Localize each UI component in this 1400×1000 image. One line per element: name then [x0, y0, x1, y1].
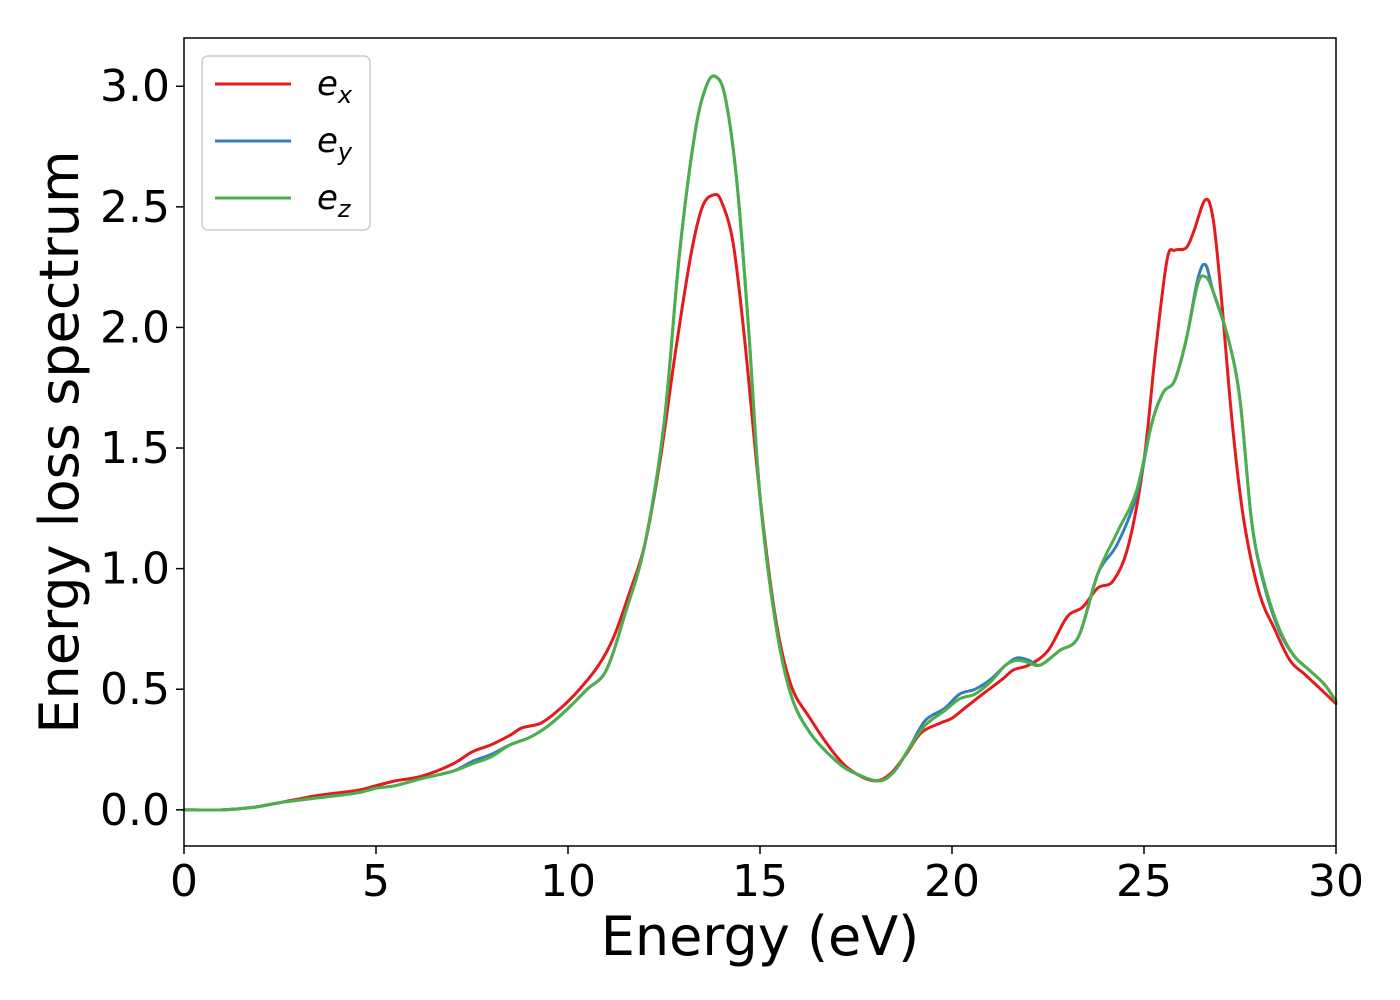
x-tick-label: 0 [170, 856, 198, 907]
x-tick-label: 5 [362, 856, 390, 907]
x-tick-label: 20 [924, 856, 980, 907]
y-tick-label: 2.5 [100, 182, 170, 233]
legend-label-base: e [317, 178, 338, 218]
legend-box [201, 55, 371, 231]
x-tick-label: 30 [1308, 856, 1364, 907]
y-axis-label: Energy loss spectrum [28, 150, 91, 733]
legend-label-ex: ex [317, 64, 353, 109]
series-layer [182, 74, 1338, 812]
legend-label-ez: ez [317, 178, 352, 223]
legend-label-base: e [317, 64, 338, 104]
x-tick-label: 25 [1116, 856, 1172, 907]
y-tick-label: 1.0 [100, 544, 170, 595]
y-tick-label: 0.5 [100, 664, 170, 715]
legend-label-subscript: x [337, 81, 353, 109]
x-tick-label: 10 [540, 856, 596, 907]
legend-label-ey: ey [317, 121, 353, 166]
y-axis-ticks: 0.0 0.5 1.0 1.5 2.0 2.5 3.0 [100, 61, 184, 836]
series-line-ez [182, 74, 1338, 812]
x-axis-ticks: 0 5 10 15 20 25 30 [170, 846, 1364, 907]
legend-label-subscript: y [337, 138, 353, 166]
legend-label-subscript: z [337, 195, 352, 223]
y-tick-label: 2.0 [100, 302, 170, 353]
plot-background [184, 38, 1336, 846]
y-tick-label: 3.0 [100, 61, 170, 112]
y-tick-label: 1.5 [100, 423, 170, 474]
legend-label-base: e [317, 121, 338, 161]
x-axis-label: Energy (eV) [601, 905, 920, 968]
x-tick-label: 15 [732, 856, 788, 907]
y-tick-label: 0.0 [100, 785, 170, 836]
